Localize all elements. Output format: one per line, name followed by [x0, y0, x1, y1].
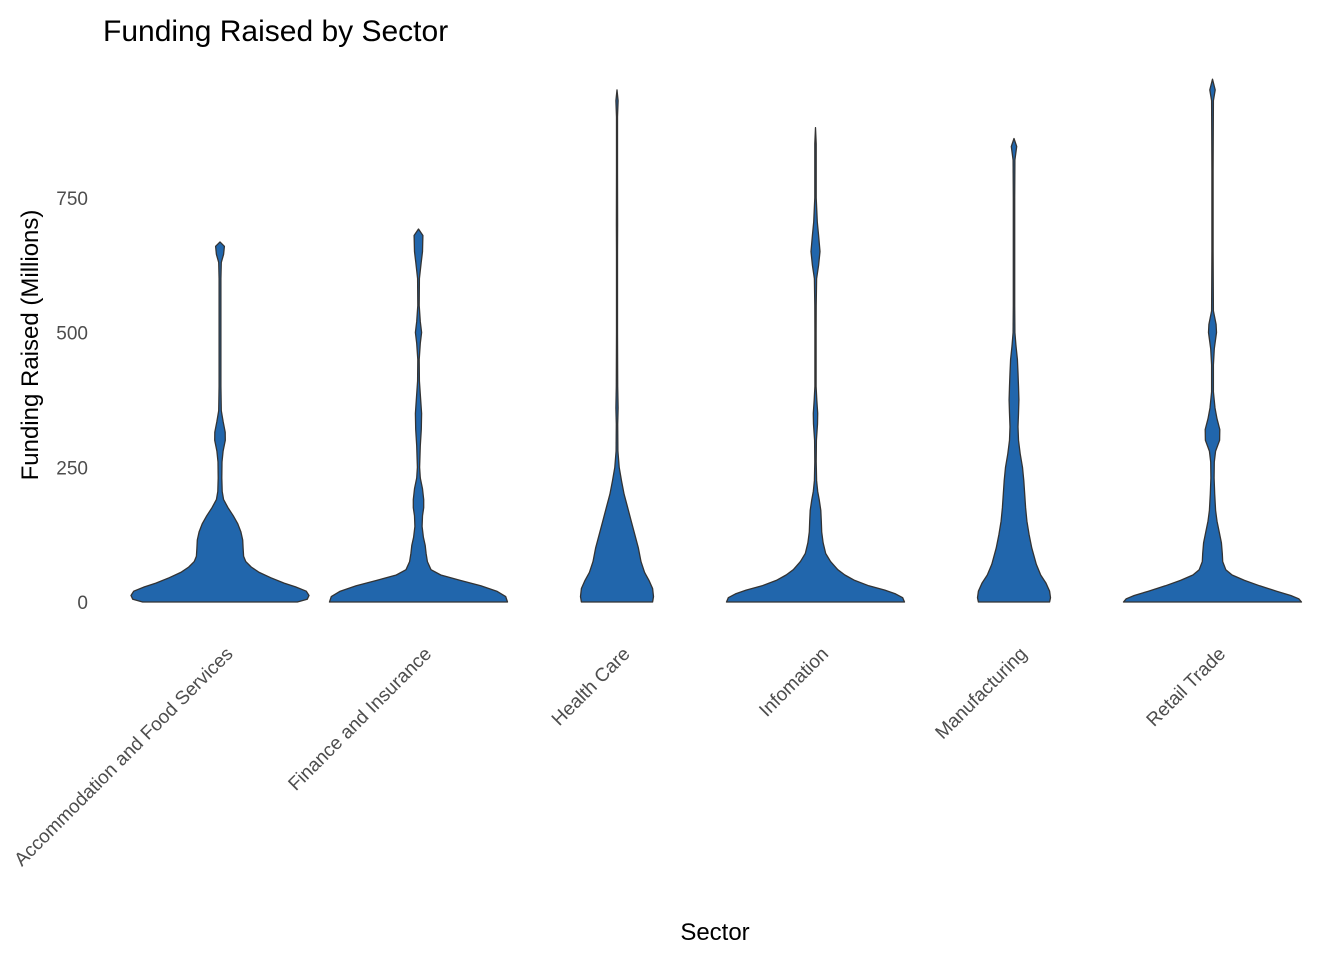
- violin-layer: [130, 78, 1303, 603]
- y-tick-label: 750: [56, 189, 88, 210]
- x-tick-label: Manufacturing: [932, 644, 1032, 744]
- violin-retail-trade: [1122, 78, 1303, 603]
- x-tick-label: Retail Trade: [1143, 644, 1230, 731]
- violin-finance-and-insurance: [328, 228, 509, 603]
- y-axis-ticks: 0 250 500 750: [56, 189, 88, 614]
- x-tick-label: Health Care: [548, 644, 635, 731]
- x-axis-title: Sector: [680, 919, 749, 946]
- violin-accommodation-and-food-services: [130, 241, 310, 603]
- violin-health-care: [579, 89, 655, 603]
- violin-manufacturing: [976, 137, 1052, 603]
- x-tick-label: Finance and Insurance: [285, 644, 437, 796]
- y-tick-label: 500: [56, 324, 88, 345]
- violin-infomation: [725, 127, 906, 603]
- y-axis-title: Funding Raised (Millions): [17, 210, 44, 481]
- x-tick-label: Accommodation and Food Services: [11, 644, 238, 871]
- x-axis-ticks: Accommodation and Food Services Finance a…: [11, 644, 1230, 871]
- x-tick-label: Infomation: [755, 644, 833, 722]
- chart-title: Funding Raised by Sector: [103, 15, 448, 48]
- y-tick-label: 250: [56, 458, 88, 479]
- y-tick-label: 0: [77, 593, 88, 614]
